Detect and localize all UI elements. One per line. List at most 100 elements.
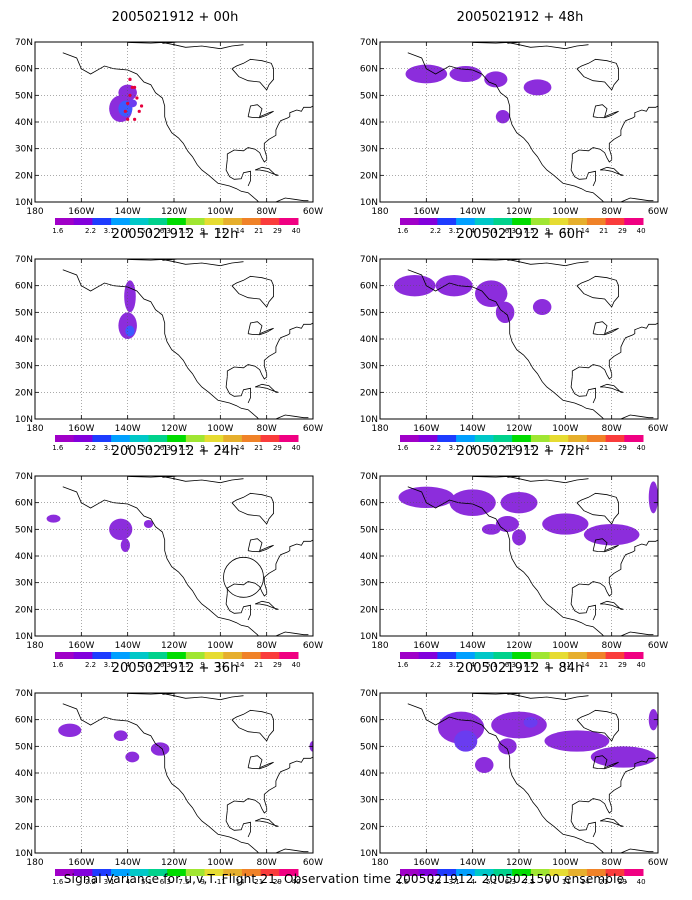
map-panel: 2005021912 + 00h 70N 60N 50N 40N 30N 20N 10N 180… — [10, 10, 340, 235]
lat-tick-label: 40N — [15, 769, 33, 779]
colorbar-label: 7.5 — [523, 661, 534, 669]
colorbar-label: 9 — [200, 227, 204, 235]
colorbar-label: 1.6 — [397, 878, 409, 886]
lon-tick-label: 140W — [115, 207, 141, 217]
colorbar-label: 3.1 — [449, 227, 460, 235]
lat-tick-label: 10N — [360, 849, 378, 859]
colorbar-label: 21 — [599, 878, 608, 886]
lat-tick-label: 60N — [15, 499, 33, 509]
lat-tick-label: 60N — [360, 65, 378, 75]
colorbar-swatch — [129, 218, 149, 225]
colorbar-label: 29 — [618, 661, 627, 669]
colorbar-swatch — [279, 218, 299, 225]
lat-tick-label: 40N — [360, 552, 378, 562]
colorbar-label: 40 — [637, 661, 646, 669]
colorbar-label: 2.2 — [430, 227, 441, 235]
colorbar-swatch — [549, 869, 569, 876]
colorbar-swatch — [493, 869, 513, 876]
variance-contour — [454, 730, 478, 752]
lon-tick-label: 80W — [256, 207, 276, 217]
colorbar-label: 29 — [273, 444, 282, 452]
colorbar-swatch — [204, 435, 224, 442]
colorbar-label: 5.1 — [486, 661, 497, 669]
colorbar-swatch — [530, 869, 551, 876]
colorbar-label: 2.2 — [430, 661, 441, 669]
lat-tick-label: 40N — [15, 552, 33, 562]
colorbar-label: 1.6 — [52, 661, 64, 669]
panel-title: 2005021912 + 84h — [456, 661, 584, 676]
lon-tick-label: 180 — [26, 858, 43, 868]
colorbar-swatch — [73, 435, 93, 442]
colorbar-swatch — [512, 652, 532, 659]
lon-tick-label: 140W — [460, 207, 486, 217]
colorbar-label: 40 — [292, 444, 301, 452]
colorbar-swatch — [223, 652, 243, 659]
colorbar-label: 2.2 — [85, 227, 96, 235]
lat-tick-label: 40N — [15, 335, 33, 345]
colorbar-swatch — [456, 869, 476, 876]
colorbar-swatch — [418, 652, 438, 659]
coastline — [247, 104, 274, 119]
colorbar-label: 21 — [599, 661, 608, 669]
colorbar-label: 29 — [273, 227, 282, 235]
lon-tick-label: 180 — [26, 207, 43, 217]
colorbar-label: 29 — [618, 444, 627, 452]
lon-tick-label: 160W — [413, 424, 439, 434]
lon-tick-label: 80W — [256, 641, 276, 651]
colorbar-swatch — [400, 435, 420, 442]
lon-tick-label: 160W — [413, 641, 439, 651]
coastline — [162, 259, 193, 261]
colorbar-swatch — [586, 435, 607, 442]
colorbar-label: 11 — [562, 444, 571, 452]
colorbar-swatch — [129, 869, 149, 876]
lat-tick-label: 50N — [15, 742, 33, 752]
lat-tick-label: 20N — [15, 388, 33, 398]
variance-contour — [583, 524, 640, 546]
colorbar-swatch — [223, 869, 243, 876]
colorbar-swatch — [568, 218, 588, 225]
panel-title: 2005021912 + 48h — [456, 10, 584, 25]
lon-tick-label: 140W — [460, 641, 486, 651]
lat-tick-label: 60N — [360, 716, 378, 726]
lat-tick-label: 70N — [15, 472, 33, 482]
coastline — [225, 159, 251, 187]
lon-tick-label: 120W — [161, 207, 187, 217]
coastline — [62, 703, 309, 853]
lon-tick-label: 160W — [68, 641, 94, 651]
colorbar-label: 7.5 — [178, 661, 189, 669]
colorbar-label: 21 — [254, 661, 263, 669]
coastline — [127, 259, 244, 267]
colorbar-label: 2.2 — [85, 444, 96, 452]
colorbar-swatch — [73, 652, 93, 659]
variance-contour — [143, 520, 154, 528]
colorbar-label: 7.5 — [523, 444, 534, 452]
variance-contour — [150, 742, 170, 756]
colorbar-swatch — [549, 435, 569, 442]
lon-tick-label: 160W — [68, 858, 94, 868]
dropsonde-point — [135, 96, 139, 100]
variance-contour — [125, 751, 140, 763]
lat-tick-label: 60N — [15, 282, 33, 292]
colorbar-swatch — [456, 652, 476, 659]
colorbar-label: 7.5 — [523, 878, 534, 886]
lat-tick-label: 10N — [15, 632, 33, 642]
colorbar-label: 40 — [637, 878, 646, 886]
colorbar-swatch — [586, 652, 607, 659]
variance-contour — [484, 71, 508, 88]
colorbar-swatch — [418, 869, 438, 876]
lat-tick-label: 50N — [360, 525, 378, 535]
colorbar-label: 11 — [217, 444, 226, 452]
colorbar-swatch — [474, 435, 494, 442]
lon-tick-label: 80W — [256, 858, 276, 868]
lat-tick-label: 20N — [360, 822, 378, 832]
coastline — [247, 755, 274, 770]
lat-tick-label: 70N — [15, 38, 33, 48]
lon-tick-label: 120W — [506, 424, 532, 434]
colorbar-swatch — [605, 435, 625, 442]
colorbar-swatch — [111, 218, 131, 225]
colorbar-swatch — [167, 869, 187, 876]
lon-tick-label: 160W — [413, 207, 439, 217]
coastline — [576, 58, 620, 91]
colorbar-label: 11 — [562, 878, 571, 886]
